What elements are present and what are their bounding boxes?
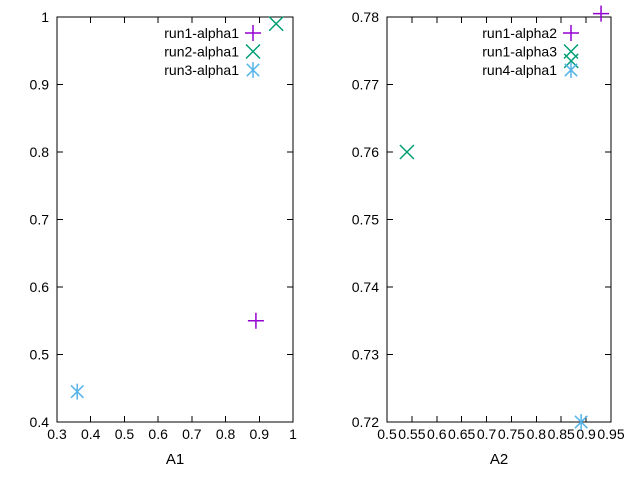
x-tick-label: 0.8 — [527, 426, 547, 442]
x-tick-label: 0.7 — [477, 426, 497, 442]
y-tick-label: 0.8 — [30, 144, 50, 160]
y-tick-label: 0.76 — [352, 144, 379, 160]
x-tick-label: 0.9 — [576, 426, 596, 442]
cross-data-point — [268, 16, 284, 32]
asterisk-data-point — [574, 414, 588, 430]
y-tick-label: 1 — [41, 9, 49, 25]
y-tick-label: 0.73 — [352, 347, 379, 363]
y-tick-label: 0.9 — [30, 77, 50, 93]
legend-label: run2-alpha1 — [164, 44, 239, 60]
legend-label: run1-alpha3 — [482, 44, 557, 60]
y-tick-label: 0.5 — [30, 347, 50, 363]
plot-a2: 0.5 0.55 0.6 0.65 0.7 0.75 0.8 0.85 0.9 0.950.720… — [352, 5, 625, 468]
x-tick-label: 0.4 — [81, 426, 101, 442]
x-tick-label: 1 — [289, 426, 297, 442]
x-tick-label: 0.9 — [250, 426, 270, 442]
plot-a1: 0.3 0.4 0.5 0.6 0.7 0.8 0.9 10.40.50.60.70.80.9… — [30, 9, 298, 468]
y-tick-label: 0.74 — [352, 279, 379, 295]
y-tick-label: 0.77 — [352, 77, 379, 93]
legend-label: run1-alpha1 — [164, 25, 239, 41]
legend-entry: run3-alpha1 — [164, 62, 260, 78]
y-tick-label: 0.75 — [352, 212, 379, 228]
legend-entry: run2-alpha1 — [164, 43, 261, 60]
y-tick-label: 0.4 — [30, 414, 50, 430]
x-axis-label: A2 — [490, 451, 508, 468]
x-tick-label: 0.95 — [597, 426, 624, 442]
x-tick-label: 0.85 — [548, 426, 575, 442]
cross-data-point — [399, 144, 415, 160]
y-tick-label: 0.6 — [30, 279, 50, 295]
legend-label: run4-alpha1 — [482, 62, 557, 78]
legend-label: run3-alpha1 — [164, 62, 239, 78]
x-tick-label: 0.8 — [216, 426, 236, 442]
plus-data-point — [593, 5, 610, 22]
legend-label: run1-alpha2 — [482, 25, 557, 41]
legend-entry: run1-alpha3 — [482, 44, 579, 60]
legend-entry: run1-alpha2 — [482, 25, 579, 41]
legend-entry: run4-alpha1 — [482, 62, 578, 78]
x-tick-label: 0.65 — [448, 426, 475, 442]
x-tick-label: 0.5 — [115, 426, 135, 442]
y-tick-label: 0.78 — [352, 9, 379, 25]
asterisk-legend-marker-icon — [564, 62, 578, 78]
x-tick-label: 0.7 — [182, 426, 202, 442]
cross-legend-marker-icon — [245, 43, 261, 60]
plus-data-point — [247, 312, 264, 329]
asterisk-data-point — [70, 383, 84, 400]
x-tick-label: 0.6 — [427, 426, 447, 442]
asterisk-legend-marker-icon — [246, 62, 260, 78]
legend-entry: run1-alpha1 — [164, 25, 261, 41]
x-tick-label: 0.55 — [398, 426, 425, 442]
y-tick-label: 0.7 — [30, 212, 50, 228]
x-tick-label: 0.6 — [148, 426, 168, 442]
x-tick-label: 0.3 — [47, 426, 67, 442]
y-tick-label: 0.72 — [352, 414, 379, 430]
plus-legend-marker-icon — [563, 25, 579, 41]
x-tick-label: 0.75 — [498, 426, 525, 442]
x-tick-label: 0.5 — [377, 426, 397, 442]
x-axis-label: A1 — [166, 451, 184, 468]
plus-legend-marker-icon — [245, 25, 261, 41]
